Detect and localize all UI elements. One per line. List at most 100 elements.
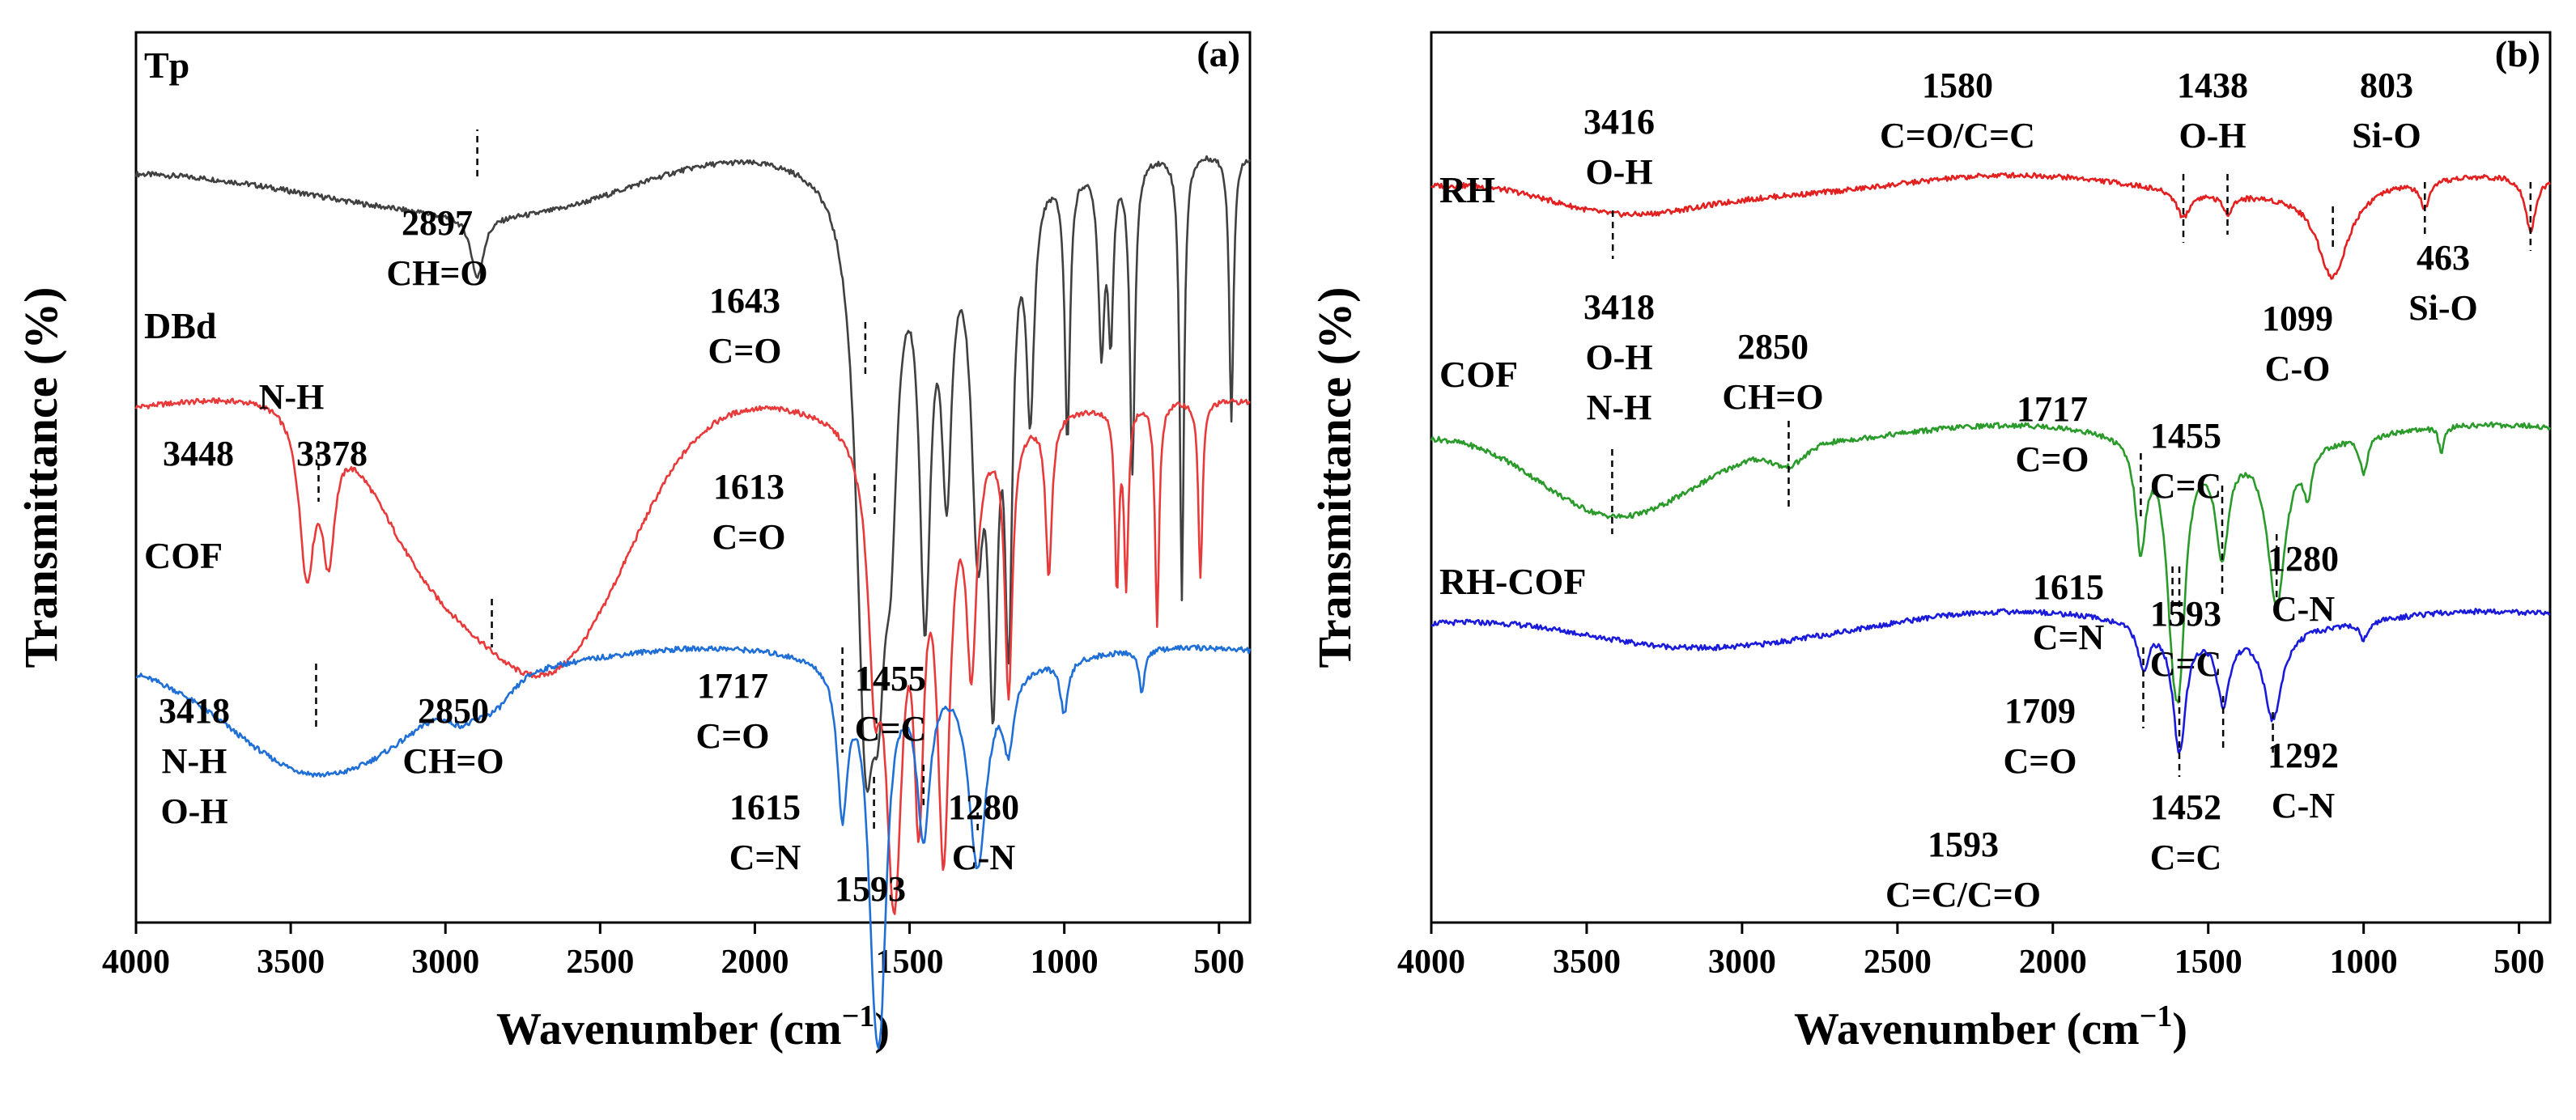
peak-annotation-line: C=C — [2150, 466, 2222, 506]
peak-annotation-line: N-H — [1587, 388, 1652, 427]
peak-annotation-line: 2897 — [402, 203, 473, 243]
series-line-dbd — [134, 397, 1251, 915]
peak-annotation-line: 1709 — [2004, 691, 2076, 731]
peak-annotation-line: C-O — [2265, 349, 2331, 388]
series-line-rh-cof — [1430, 608, 2551, 753]
peak-annotation: 803 Si-O — [2352, 66, 2421, 155]
peak-annotation-line: C=O — [2003, 741, 2077, 781]
peak-annotation: 3416 O-H — [1583, 102, 1655, 192]
x-tick-label: 500 — [2493, 944, 2544, 981]
peak-annotation-line: Si-O — [2408, 288, 2478, 328]
peak-annotation: 1615 C=N — [2033, 567, 2105, 657]
peak-annotation: 1455 C=C — [2150, 416, 2222, 506]
peak-annotation-line: C=O — [712, 517, 785, 557]
peak-annotation: 463 Si-O — [2408, 238, 2478, 328]
peak-annotation: 3418 N-H O-H — [159, 691, 230, 831]
y-axis-title: Transmittance (%) — [15, 287, 67, 668]
peak-annotation-line: 3378 — [296, 434, 368, 473]
peak-annotation-line: C=C — [2150, 838, 2222, 877]
peak-annotation-line: 1292 — [2268, 736, 2339, 775]
peak-annotation-line: CH=O — [386, 253, 487, 293]
x-tick-label: 1000 — [1031, 944, 1099, 981]
x-tick-label: 2500 — [566, 944, 634, 981]
peak-annotation-line: 1593 — [2150, 594, 2221, 634]
peak-annotation-line: 2850 — [418, 691, 489, 731]
peak-annotation: 1099 C-O — [2262, 299, 2333, 388]
peak-annotation: 1580 C=O/C=C — [1880, 66, 2035, 155]
series-line-rh — [1430, 172, 2552, 280]
peak-annotation: 1280 C-N — [2268, 539, 2339, 629]
peak-annotation-line: C=N — [729, 838, 801, 877]
x-tick-label: 1000 — [2330, 944, 2398, 981]
peak-annotation-line: 1717 — [697, 666, 768, 706]
x-tick-label: 1500 — [2174, 944, 2242, 981]
peak-annotation-line: 1280 — [948, 787, 1019, 827]
peak-annotation-line: O-H — [1585, 337, 1652, 377]
peak-annotation: 1292 C-N — [2268, 736, 2339, 825]
peak-annotation-line: 3448 — [163, 434, 234, 473]
peak-annotation-line: O-H — [1585, 152, 1652, 192]
peak-annotation: 3448 — [163, 434, 234, 473]
x-axis-title-main: Wavenumber (cm — [1794, 1004, 2140, 1054]
peak-annotation-line: C=O — [2015, 439, 2089, 479]
x-axis-title: Wavenumber (cm−1) — [1794, 999, 2187, 1054]
peak-annotation-line: 3418 — [1583, 287, 1655, 327]
x-tick-label: 2500 — [1864, 944, 1932, 981]
peak-annotation-line: 1615 — [729, 787, 801, 827]
peak-annotation: 1717 C=O — [695, 666, 769, 756]
peak-annotation-line: 2850 — [1737, 327, 1809, 367]
x-axis-title-main: Wavenumber (cm — [496, 1004, 842, 1054]
panel-b: 4000 3500 3000 2500 2000 1500 1000 500 Wavenumbe… — [1308, 31, 2552, 1054]
panel-a: 4000 3500 3000 2500 2000 1500 1000 500 Wavenumbe… — [15, 31, 1252, 1054]
peak-annotation-line: 1438 — [2177, 66, 2248, 105]
peak-annotation: 2850 CH=O — [1722, 327, 1823, 417]
peak-annotation-line: 1452 — [2150, 787, 2221, 827]
peak-annotation-line: C=O — [708, 331, 781, 371]
peak-annotation-line: 1455 — [2150, 416, 2221, 456]
x-tick-label: 1500 — [876, 944, 944, 981]
peak-annotation-line: 1593 — [835, 869, 906, 909]
x-tick-label: 2000 — [721, 944, 789, 981]
peak-annotation: 3418 O-H N-H — [1583, 287, 1655, 427]
x-tick-label: 4000 — [102, 944, 170, 981]
peak-annotation: 1613 C=O — [712, 467, 785, 557]
peak-annotation: 1593 — [835, 869, 906, 909]
peak-annotation-line: N-H — [259, 377, 325, 417]
peak-annotation-line: 1593 — [1928, 825, 1999, 864]
peak-annotation: N-H — [259, 377, 325, 417]
peak-annotation: 1452 C=C — [2150, 787, 2222, 877]
peak-annotation-line: 1455 — [855, 659, 926, 698]
peak-annotation-line: 1615 — [2033, 567, 2104, 607]
peak-annotation-line: 1717 — [2017, 389, 2088, 429]
series-line-cof — [1430, 421, 2552, 704]
peak-annotation-line: C-N — [2272, 786, 2335, 825]
peak-annotation-line: C-N — [2272, 589, 2335, 629]
series-name-label: COF — [144, 535, 223, 576]
peak-annotation: 1280 C-N — [948, 787, 1019, 877]
peak-annotation: 2850 CH=O — [402, 691, 504, 781]
peak-annotation-line: C-N — [952, 838, 1015, 877]
peak-annotation-line: 463 — [2417, 238, 2470, 278]
series-name-label: RH — [1439, 169, 1495, 210]
peak-annotation-line: CH=O — [402, 741, 504, 781]
peak-annotation-line: C=O — [695, 716, 769, 756]
peak-annotation-line: 803 — [2360, 66, 2413, 105]
peak-annotation-line: 1099 — [2262, 299, 2333, 338]
series-name-label: RH-COF — [1439, 561, 1586, 602]
x-tick-label: 3500 — [1553, 944, 1621, 981]
peak-annotation-line: CH=O — [1722, 377, 1823, 417]
series-line-cof — [135, 644, 1252, 1050]
plot-frame — [1430, 31, 2552, 924]
x-axis-title-sup: −1 — [2140, 999, 2173, 1033]
x-axis-title-sup: −1 — [842, 999, 875, 1033]
peak-annotation-line: C=C — [855, 709, 927, 749]
peak-annotation-line: 1580 — [1922, 66, 1993, 105]
peak-annotation-line: C=C/C=O — [1885, 875, 2041, 914]
peak-annotation: 1709 C=O — [2003, 691, 2077, 781]
x-tick-label: 3500 — [257, 944, 325, 981]
peak-annotation: 1643 C=O — [708, 281, 781, 371]
peak-annotation-line: C=N — [2033, 617, 2105, 657]
peak-annotation: 3378 — [296, 434, 368, 473]
peak-annotation-line: O-H — [2179, 116, 2246, 155]
